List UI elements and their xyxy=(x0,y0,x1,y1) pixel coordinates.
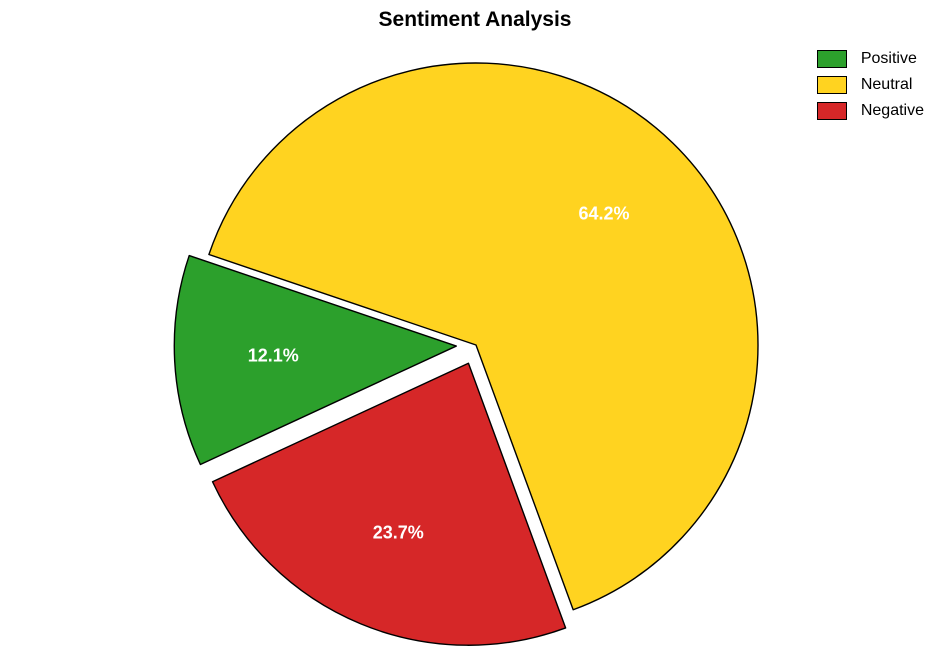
chart-container: Sentiment Analysis PositiveNeutralNegati… xyxy=(0,0,950,662)
legend-item-positive: Positive xyxy=(817,48,924,70)
slice-label-positive: 12.1% xyxy=(248,345,299,366)
legend-item-neutral: Neutral xyxy=(817,74,924,96)
legend-label: Neutral xyxy=(861,76,913,94)
slice-label-negative: 23.7% xyxy=(373,522,424,543)
legend-swatch-icon xyxy=(817,50,847,68)
legend-item-negative: Negative xyxy=(817,100,924,122)
legend: Positive Neutral Negative xyxy=(817,48,924,126)
legend-label: Negative xyxy=(861,102,924,120)
legend-swatch-icon xyxy=(817,102,847,120)
pie-chart xyxy=(0,0,950,662)
legend-swatch-icon xyxy=(817,76,847,94)
slice-label-neutral: 64.2% xyxy=(578,203,629,224)
legend-label: Positive xyxy=(861,50,917,68)
